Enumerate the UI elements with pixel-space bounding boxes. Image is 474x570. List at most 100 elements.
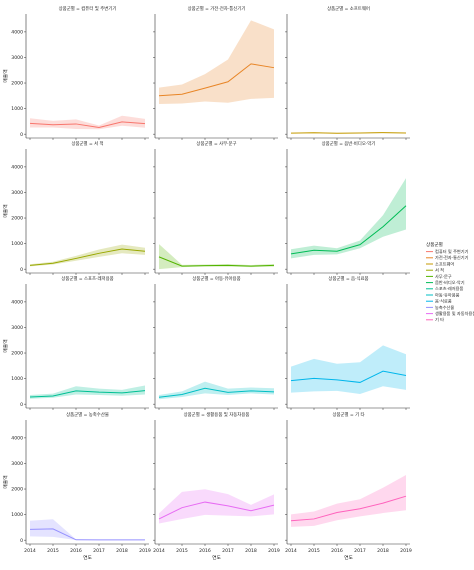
- series-line: [29, 248, 146, 266]
- confidence-band: [291, 345, 406, 394]
- series-line: [158, 256, 275, 267]
- y-tick-label: 2000: [11, 81, 23, 87]
- panel-title: 상품군별 = 음·식료품: [328, 275, 368, 282]
- facet-panel: 상품군별 = 소프트웨어: [285, 5, 410, 140]
- legend-entry: 서 적: [435, 267, 444, 274]
- x-axis-label: 연도: [83, 554, 92, 561]
- facet-panel: 상품군별 = 사무·문구: [153, 140, 278, 275]
- panel-title: 상품군별 = 농축수산물: [66, 411, 109, 418]
- confidence-band: [30, 519, 145, 541]
- panel-title: 상품군별 = 생활용품 및 자동차용품: [184, 411, 250, 418]
- facet-panel: 상품군별 = 농축수산물 0 1000 2000 3000 4000 2014 2015 201…: [2, 411, 151, 561]
- y-tick-label: 1000: [11, 512, 23, 518]
- facet-panel: 상품군별 = 서 적 0 1000 2000 3000 4000 매출액: [2, 140, 149, 275]
- x-tick-label: 2014: [24, 548, 36, 554]
- y-axis-label: 매출액: [2, 339, 9, 352]
- panel-title: 상품군별 = 서 적: [71, 140, 103, 147]
- y-tick-label: 0: [20, 402, 23, 408]
- y-tick-label: 4000: [11, 164, 23, 170]
- x-axis-label: 연도: [344, 554, 353, 561]
- x-tick-label: 2015: [308, 548, 320, 554]
- facet-panel: 상품군별 = 음·식료품: [285, 275, 410, 410]
- legend-entry: 생활용품 및 자동차용품: [435, 310, 474, 317]
- y-axis-label: 매출액: [2, 204, 9, 217]
- confidence-band: [30, 385, 145, 399]
- y-tick-label: 1000: [11, 241, 23, 247]
- x-tick-label: 2015: [176, 548, 188, 554]
- series-line: [158, 387, 275, 398]
- x-tick-label: 2019: [268, 548, 280, 554]
- series-line: [29, 121, 146, 129]
- y-tick-label: 1000: [11, 376, 23, 382]
- panel-title: 상품군별 = 가전·전자·통신기기: [188, 5, 246, 12]
- y-tick-label: 0: [20, 538, 23, 544]
- y-tick-label: 3000: [11, 190, 23, 196]
- panel-title: 상품군별 = 스포츠·레저용품: [61, 275, 113, 282]
- x-tick-label: 2018: [377, 548, 389, 554]
- legend-entry: 음반·비디오·악기: [435, 279, 465, 286]
- y-tick-label: 2000: [11, 487, 23, 493]
- confidence-band: [159, 20, 274, 104]
- facet-panel: 상품군별 = 스포츠·레저용품 0 1000 2000 3000 4000 매출액: [2, 275, 149, 410]
- x-tick-label: 2019: [400, 548, 412, 554]
- series-line: [158, 501, 275, 520]
- legend-entry: 컴퓨터 및 주변기기: [435, 248, 469, 255]
- series-line: [29, 528, 145, 541]
- legend-entry: 기 타: [435, 316, 444, 323]
- y-tick-label: 3000: [11, 325, 23, 331]
- panel-title: 상품군별 = 음반·비디오·악기: [322, 140, 376, 147]
- x-tick-label: 2017: [93, 548, 105, 554]
- x-tick-label: 2017: [354, 548, 366, 554]
- series-line: [290, 205, 407, 255]
- series-line: [290, 132, 407, 134]
- legend-title: 상품군별: [426, 241, 443, 248]
- panel-title: 상품군별 = 기 타: [332, 411, 364, 418]
- x-tick-label: 2018: [245, 548, 257, 554]
- series-line: [290, 370, 407, 383]
- x-axis-label: 연도: [212, 554, 221, 561]
- y-axis-label: 매출액: [2, 475, 9, 488]
- facet-panel: 상품군별 = 음반·비디오·악기: [285, 140, 410, 275]
- facet-panel: 상품군별 = 가전·전자·통신기기: [153, 5, 278, 140]
- x-tick-label: 2015: [47, 548, 59, 554]
- y-axis-label: 매출액: [2, 69, 9, 82]
- confidence-band: [30, 115, 145, 130]
- confidence-band: [291, 178, 406, 259]
- facet-panel: 상품군별 = 아동·유아용품: [153, 275, 278, 410]
- x-tick-label: 2016: [70, 548, 82, 554]
- y-tick-label: 0: [20, 267, 23, 273]
- x-tick-label: 2017: [222, 548, 234, 554]
- panel-title: 상품군별 = 소프트웨어: [327, 5, 370, 12]
- series-line: [290, 495, 407, 522]
- confidence-band: [291, 474, 406, 527]
- x-tick-label: 2014: [285, 548, 297, 554]
- x-tick-label: 2019: [139, 548, 151, 554]
- x-tick-label: 2018: [116, 548, 128, 554]
- y-tick-label: 2000: [11, 216, 23, 222]
- facet-panel: 상품군별 = 기 타 2014 2015 2016 2017 2018 2019 연도: [285, 411, 412, 561]
- facet-panel: 상품군별 = 생활용품 및 자동차용품 2014 2015 2016 2017 2018 2…: [153, 411, 280, 561]
- y-tick-label: 4000: [11, 299, 23, 305]
- confidence-band: [159, 489, 274, 524]
- legend-entry: 소프트웨어: [435, 260, 454, 267]
- panel-title: 상품군별 = 아동·유아용품: [192, 275, 240, 282]
- legend-entry: 농축수산물: [435, 304, 454, 311]
- series-line: [158, 63, 275, 97]
- y-tick-label: 4000: [11, 29, 23, 35]
- confidence-band: [159, 244, 274, 270]
- x-tick-label: 2016: [199, 548, 211, 554]
- legend-entry: 스포츠·레저용품: [435, 285, 463, 292]
- series-line: [29, 390, 146, 398]
- legend-entry: 아동·유아용품: [435, 291, 460, 298]
- legend-entry: 사무·문구: [435, 273, 452, 280]
- legend-entry: 가전·전자·통신기기: [435, 254, 469, 261]
- x-tick-label: 2014: [153, 548, 165, 554]
- legend-entry: 음·식료품: [435, 298, 452, 305]
- panel-title: 상품군별 = 사무·문구: [196, 140, 236, 147]
- y-tick-label: 4000: [11, 435, 23, 441]
- y-tick-label: 0: [20, 132, 23, 138]
- y-tick-label: 3000: [11, 55, 23, 61]
